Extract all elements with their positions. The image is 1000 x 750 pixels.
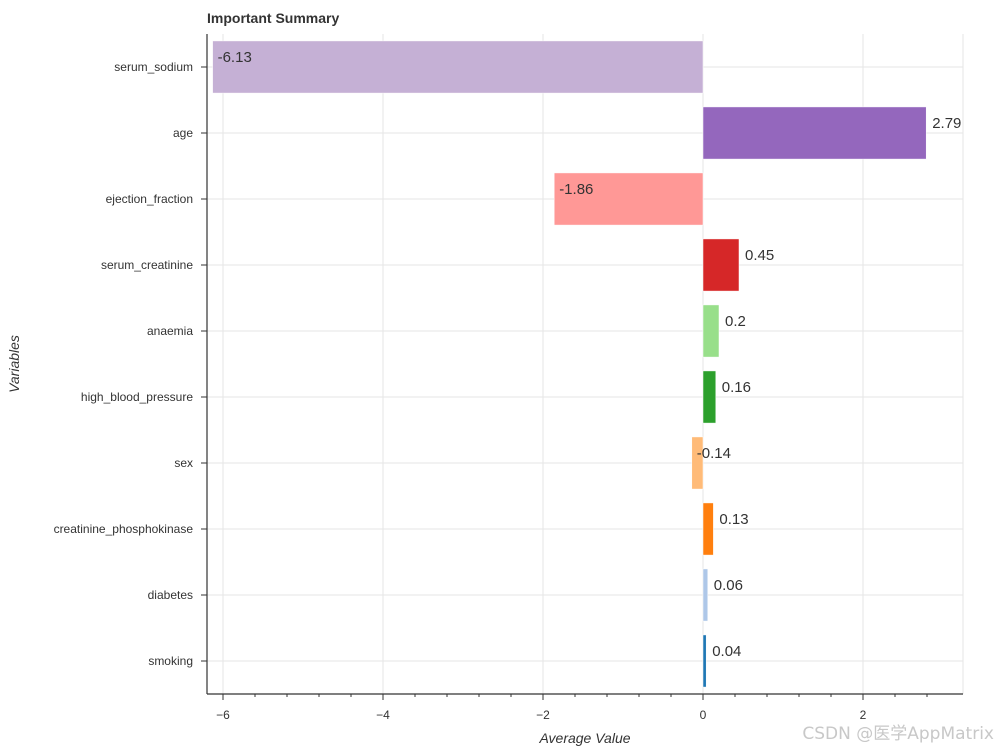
data-labels: -6.13 2.79 -1.86 0.45 0.2 0.16 -0.14 0.13 0.06 0.… bbox=[218, 49, 962, 660]
x-tick-label: 0 bbox=[700, 708, 707, 722]
data-label: -6.13 bbox=[218, 49, 252, 66]
data-label: 0.16 bbox=[722, 379, 751, 396]
watermark: CSDN @医学AppMatrix bbox=[802, 724, 994, 744]
bar-ejection-fraction bbox=[553, 172, 704, 226]
data-label: -0.14 bbox=[697, 445, 731, 462]
y-axis-label: Variables bbox=[6, 335, 22, 393]
y-tick-label: sex bbox=[174, 456, 193, 470]
bar-diabetes bbox=[702, 568, 709, 622]
data-label: 2.79 bbox=[932, 115, 961, 132]
chart-title: Important Summary bbox=[207, 10, 339, 26]
y-tick-label: age bbox=[173, 126, 193, 140]
y-tick-label: high_blood_pressure bbox=[81, 390, 193, 404]
y-tick-label: smoking bbox=[148, 654, 193, 668]
x-tick-label: −4 bbox=[376, 708, 390, 722]
x-tick-label: −6 bbox=[216, 708, 230, 722]
bar-age bbox=[702, 106, 927, 160]
bar-smoking bbox=[702, 634, 707, 688]
bar-sex bbox=[691, 436, 704, 490]
x-tick-label: 2 bbox=[860, 708, 867, 722]
bar-creatinine-phosphokinase bbox=[702, 502, 714, 556]
bars bbox=[212, 40, 927, 688]
y-tick-label: serum_creatinine bbox=[101, 258, 193, 272]
bar-serum-creatinine bbox=[702, 238, 740, 292]
x-tick-label: −2 bbox=[536, 708, 550, 722]
bar-serum-sodium bbox=[212, 40, 704, 94]
data-label: 0.45 bbox=[745, 247, 774, 264]
y-tick-label: diabetes bbox=[148, 588, 193, 602]
data-label: 0.06 bbox=[714, 577, 743, 594]
data-label: 0.2 bbox=[725, 313, 746, 330]
data-label: 0.04 bbox=[712, 643, 741, 660]
data-label: -1.86 bbox=[559, 181, 593, 198]
data-label: 0.13 bbox=[719, 511, 748, 528]
y-tick-label: creatinine_phosphokinase bbox=[54, 522, 194, 536]
y-tick-label: ejection_fraction bbox=[106, 192, 193, 206]
y-tick-label: anaemia bbox=[147, 324, 193, 338]
x-axis-label: Average Value bbox=[538, 730, 630, 746]
y-tick-label: serum_sodium bbox=[114, 60, 193, 74]
bar-anaemia bbox=[702, 304, 720, 358]
bar-high-blood-pressure bbox=[702, 370, 717, 424]
